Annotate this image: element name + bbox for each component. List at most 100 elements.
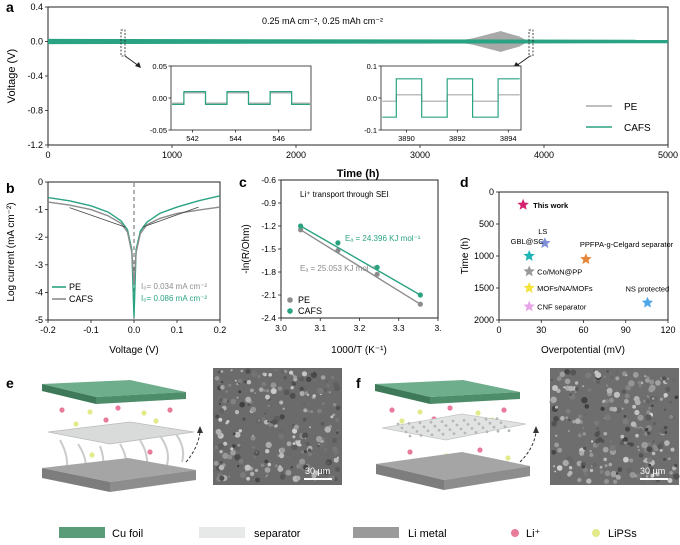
- sem-grain: [218, 408, 225, 414]
- sem-grain: [625, 426, 630, 432]
- sem-grain: [245, 396, 252, 403]
- separator-pore: [444, 424, 448, 427]
- separator-pore: [396, 422, 400, 426]
- sem-grain: [331, 375, 335, 379]
- sem-grain: [267, 404, 270, 407]
- sem-grain: [568, 418, 571, 421]
- sem-grain: [265, 475, 267, 478]
- sem-grain: [623, 456, 629, 463]
- sem-grain: [648, 467, 655, 473]
- y-tick-label: 500: [479, 219, 494, 229]
- sem-grain: [572, 420, 576, 424]
- panel-c-ylabel: -ln(R/Ohm): [241, 224, 252, 273]
- sem-grain: [603, 375, 607, 379]
- li-ion: [147, 449, 153, 455]
- sem-grain: [299, 386, 304, 391]
- sem-grain: [648, 406, 651, 410]
- sem-grain: [623, 415, 627, 418]
- sem-grain: [270, 421, 273, 424]
- point-cafs: [417, 292, 423, 298]
- sem-grain: [240, 369, 244, 373]
- sem-grain: [292, 374, 295, 377]
- sem-grain: [555, 405, 558, 409]
- sem-grain: [559, 476, 562, 479]
- point-pe: [335, 247, 341, 254]
- legend-lipss-label: LiPSs: [608, 528, 637, 540]
- sem-grain: [663, 458, 666, 461]
- x-tick-label: 2000: [286, 150, 306, 160]
- sem-grain: [602, 446, 609, 453]
- sem-grain: [634, 399, 641, 406]
- sem-grain: [289, 392, 296, 399]
- sem-grain: [232, 444, 236, 448]
- sem-grain: [287, 456, 289, 459]
- sem-grain: [646, 457, 653, 463]
- sem-grain: [567, 472, 572, 477]
- sem-grain: [670, 447, 675, 452]
- sem-grain: [234, 379, 237, 382]
- sem-grain: [222, 398, 228, 404]
- sem-grain: [632, 404, 636, 409]
- sem-grain: [306, 376, 312, 383]
- lipss-particle: [399, 418, 405, 424]
- tafel-curves: [47, 195, 221, 318]
- li-metal-swatch: [353, 527, 399, 538]
- sem-grain: [299, 391, 305, 397]
- y-tick-label: -3: [35, 260, 43, 270]
- point-pe: [374, 271, 380, 277]
- sem-grain: [568, 466, 573, 470]
- sem-grain: [332, 437, 338, 443]
- sem-grain: [655, 472, 660, 477]
- sem-grain: [557, 447, 563, 453]
- sem-grain: [325, 380, 328, 383]
- x-tick-label: 4000: [534, 150, 554, 160]
- sem-grain: [283, 375, 287, 380]
- lipss-particle: [475, 410, 481, 416]
- y-tick-label: -0.6: [261, 175, 276, 185]
- sem-grain: [265, 449, 270, 454]
- sem-grain: [647, 442, 651, 446]
- separator-pore: [488, 421, 492, 425]
- sem-grain: [223, 445, 230, 452]
- sem-grain: [622, 436, 628, 443]
- sem-grain: [310, 410, 314, 414]
- i0-cafs: I₀= 0.086 mA cm⁻²: [141, 294, 207, 303]
- sem-grain: [312, 394, 316, 398]
- sem-grain: [667, 478, 673, 483]
- voltage-profile: [48, 31, 668, 52]
- sem-grain: [589, 449, 592, 453]
- point-label: LS: [538, 227, 547, 236]
- sem-grain: [243, 380, 247, 384]
- sem-grain: [643, 459, 646, 463]
- e-scale-label: 30 μm: [305, 466, 330, 476]
- sem-grain: [606, 370, 609, 373]
- sem-grain: [584, 413, 587, 416]
- li-ion: [501, 407, 507, 413]
- separator-pore: [452, 432, 456, 435]
- sem-grain: [218, 417, 223, 422]
- sem-grain: [325, 459, 332, 466]
- sem-grain: [284, 369, 288, 373]
- sem-grain: [563, 386, 566, 389]
- sem-grain: [603, 431, 608, 436]
- sem-grain: [569, 393, 572, 396]
- ea-pe: Eₐ = 25.053 KJ mol⁻¹: [300, 264, 376, 273]
- separator-pore: [407, 422, 411, 425]
- panel-d-ylabel: Time (h): [460, 238, 471, 275]
- tafel-cafs: [47, 201, 221, 285]
- li-ion: [389, 407, 395, 413]
- x-tick-label: 0.1: [171, 325, 184, 335]
- ea-cafs: Eₐ = 24.396 KJ mol⁻¹: [345, 234, 421, 243]
- sem-grain: [621, 389, 627, 394]
- sem-grain: [222, 452, 229, 459]
- sem-grain: [289, 370, 294, 375]
- y-tick-label: -5: [35, 315, 43, 325]
- sem-grain: [214, 445, 219, 450]
- panel-f: f 30 μm: [356, 368, 680, 490]
- separator-pore: [462, 419, 466, 422]
- sem-grain: [629, 458, 634, 463]
- sem-grain: [255, 477, 260, 483]
- y-tick-label: 1000: [474, 251, 494, 261]
- point-label: CNF separator: [537, 303, 587, 312]
- sem-grain: [667, 457, 671, 461]
